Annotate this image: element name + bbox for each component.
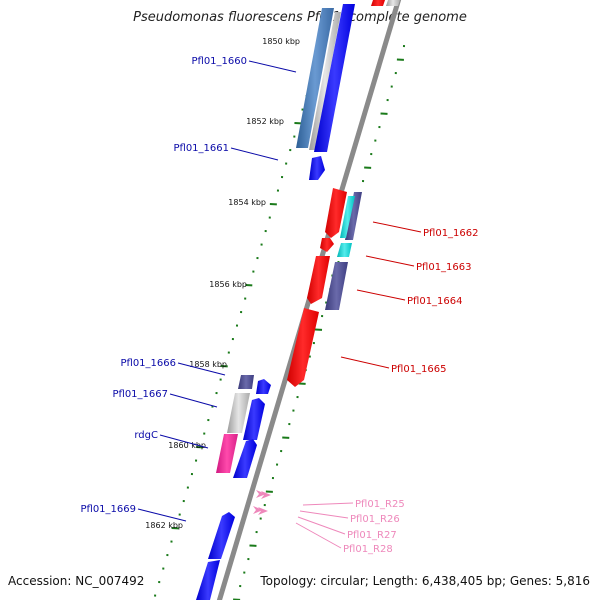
map-title: Pseudomonas fluorescens Pf0-1, complete … (133, 10, 467, 25)
gene-Pfl01_1660-steel (296, 8, 334, 148)
gene-Pfl01_1662-cyan (340, 196, 355, 238)
gene-labels: Pfl01_1660 Pfl01_1661 Pfl01_1662 Pfl01_1… (80, 56, 478, 555)
gene-Pfl01_1662-purple (345, 192, 362, 240)
gene-Pfl01_1669 (208, 512, 235, 559)
rna-Pfl01_R27 (253, 506, 263, 514)
tick-label-0: 1850 kbp (262, 37, 300, 46)
label-Pfl01_1669: Pfl01_1669 (80, 504, 136, 515)
gene-Pfl01_1667 (243, 398, 265, 440)
gene-rdgC-magenta (216, 434, 238, 473)
gene-Pfl01_1666 (256, 379, 271, 394)
label-rdgC: rdgC (134, 430, 158, 441)
tick-label-3: 1856 kbp (209, 280, 247, 289)
label-Pfl01_1660: Pfl01_1660 (191, 56, 247, 67)
topology-text: Topology: circular; Length: 6,438,405 bp… (260, 574, 590, 588)
gene-Pfl01_1666-purple (238, 375, 254, 389)
gene-Pfl01_1660-grey (309, 12, 341, 150)
label-Pfl01_1662: Pfl01_1662 (423, 228, 479, 239)
leader-Pfl01_1663 (365, 255, 415, 267)
leader-Pfl01_1661 (230, 147, 279, 161)
gene-Pfl01_1665 (287, 308, 319, 387)
rna-Pfl01_R26 (261, 491, 271, 499)
gene-Pfl01_1660 (314, 4, 355, 152)
label-Pfl01_1665: Pfl01_1665 (391, 364, 447, 375)
gene-Pfl01_1663-cyan (337, 243, 352, 257)
gene-Pfl01_1667-grey (227, 393, 250, 433)
label-Pfl01_R27: Pfl01_R27 (347, 530, 397, 541)
leader-Pfl01_R28 (295, 522, 342, 549)
gene-rdgC (233, 439, 257, 478)
gene-Pfl01_1664-purple (325, 262, 348, 310)
leader-Pfl01_1665 (340, 356, 390, 369)
tick-label-4: 1858 kbp (189, 360, 227, 369)
label-Pfl01_R25: Pfl01_R25 (355, 499, 405, 510)
leader-Pfl01_1666 (177, 362, 226, 376)
gene-Pfl01_1664-red (307, 256, 330, 304)
leader-Pfl01_R27 (297, 516, 346, 535)
tick-label-1: 1852 kbp (246, 117, 284, 126)
leader-Pfl01_R25 (302, 502, 354, 506)
tick-labels: 1850 kbp 1852 kbp 1854 kbp 1856 kbp 1858 kbp… (145, 37, 300, 530)
label-Pfl01_1661: Pfl01_1661 (173, 143, 229, 154)
rna-Pfl01_R25 (256, 490, 266, 498)
rna-Pfl01_R28 (258, 507, 268, 515)
gene-Pfl01_1662-red (325, 188, 347, 238)
leader-Pfl01_1667 (169, 393, 218, 408)
gene-fragment-top-grey (386, 0, 400, 6)
label-leaders (137, 60, 422, 549)
gene-Pfl01_1661 (309, 156, 325, 180)
gene-Pfl01_1670-partial (196, 560, 220, 600)
label-Pfl01_1667: Pfl01_1667 (112, 389, 168, 400)
label-Pfl01_1663: Pfl01_1663 (416, 262, 472, 273)
tick-label-2: 1854 kbp (228, 198, 266, 207)
tick-label-5: 1860 kbp (168, 441, 206, 450)
label-Pfl01_R26: Pfl01_R26 (350, 514, 400, 525)
leader-Pfl01_1660 (248, 60, 297, 73)
leader-Pfl01_1669 (137, 508, 187, 522)
gene-Pfl01_1663-red (320, 238, 334, 252)
label-Pfl01_R28: Pfl01_R28 (343, 544, 393, 555)
tick-label-6: 1862 kbp (145, 521, 183, 530)
label-Pfl01_1666: Pfl01_1666 (120, 358, 176, 369)
accession-text: Accession: NC_007492 (8, 574, 145, 588)
leader-Pfl01_R26 (299, 510, 349, 519)
label-Pfl01_1664: Pfl01_1664 (407, 296, 463, 307)
leader-Pfl01_1662 (372, 221, 422, 233)
leader-rdgC (159, 434, 209, 449)
leader-Pfl01_1664 (356, 289, 406, 301)
gene-fragment-top-red (371, 0, 385, 6)
